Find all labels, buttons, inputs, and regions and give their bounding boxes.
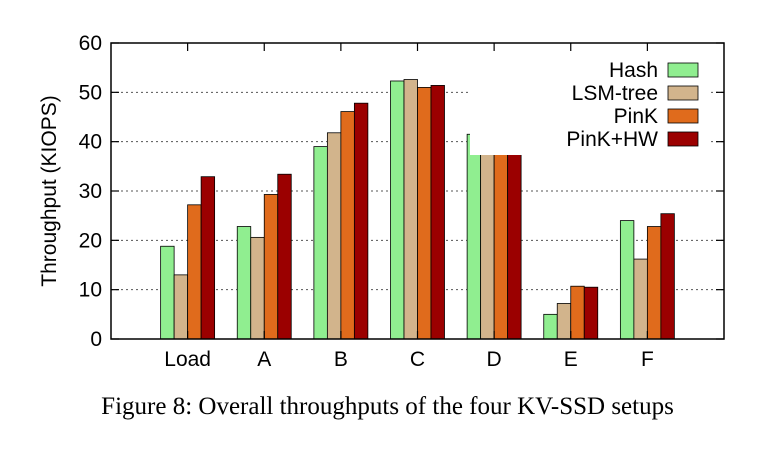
bar-pink-hw-f [660, 213, 675, 340]
bar-lsm-tree-c [403, 79, 418, 340]
legend-label: LSM-tree [572, 82, 658, 105]
bar-pink-f [646, 226, 662, 340]
x-tick-label: Load [164, 348, 211, 371]
bar-lsm-tree-e [556, 303, 572, 340]
figure-caption: Figure 8: Overall throughputs of the fou… [101, 393, 674, 420]
y-tick-label: 30 [79, 180, 102, 203]
bar-pink-hw-a [277, 173, 292, 340]
legend-label: PinK [614, 105, 658, 128]
bar-pink-load [187, 204, 202, 340]
y-tick-label: 10 [79, 279, 102, 302]
x-tick-label: E [564, 348, 578, 371]
legend-label: Hash [609, 59, 658, 82]
y-axis-title: Throughput (KIOPS) [38, 95, 61, 286]
x-tick-label: F [641, 348, 654, 371]
bar-lsm-tree-a [250, 236, 265, 340]
bar-lsm-tree-f [633, 258, 648, 340]
bar-hash-f [619, 220, 635, 340]
y-tick-label: 20 [79, 229, 102, 252]
legend-swatch [667, 108, 699, 124]
bar-hash-d [466, 133, 482, 340]
bar-hash-load [160, 245, 175, 340]
bar-hash-b [313, 146, 328, 340]
legend-swatch [667, 62, 699, 78]
legend-label: PinK+HW [566, 128, 658, 151]
bar-pink-e [570, 285, 585, 340]
x-tick-label: C [410, 348, 425, 371]
bar-pink-hw-c [430, 85, 445, 340]
bar-hash-c [390, 80, 405, 340]
y-tick-label: 40 [79, 131, 102, 154]
bar-pink-b [340, 111, 355, 340]
bar-pink-hw-load [200, 176, 216, 340]
bar-pink-hw-e [583, 286, 599, 340]
y-tick-label: 0 [90, 328, 102, 351]
bar-lsm-tree-b [326, 132, 342, 340]
legend-swatch [667, 131, 699, 147]
bar-pink-c [417, 87, 432, 340]
x-tick-label: D [487, 348, 502, 371]
x-tick-label: B [334, 348, 348, 371]
bar-lsm-tree-load [173, 274, 189, 340]
y-tick-label: 60 [79, 32, 102, 55]
bars [160, 61, 675, 340]
axis-ticks: 0 10 20 30 40 50 60 Load A B C D E F [79, 32, 724, 371]
bar-pink-a [263, 194, 279, 340]
bar-hash-a [236, 226, 252, 340]
x-tick-label: A [257, 348, 271, 371]
legend-swatch [667, 85, 699, 101]
bar-pink-hw-b [353, 102, 369, 340]
chart: 0 10 20 30 40 50 60 Load A B C D E F Throughput (KIOP… [38, 32, 725, 371]
y-tick-label: 50 [79, 81, 102, 104]
bar-hash-e [543, 313, 558, 340]
